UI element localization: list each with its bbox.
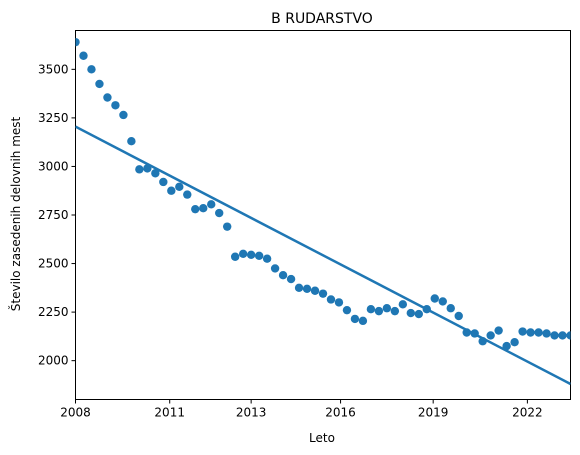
y-tick-label: 2500 bbox=[38, 257, 69, 271]
x-tick-label: 2011 bbox=[154, 406, 185, 420]
data-point bbox=[422, 304, 431, 314]
y-axis: 2000 2250 2500 2750 3000 3250 3500 bbox=[38, 62, 76, 368]
data-point bbox=[382, 304, 392, 313]
data-point bbox=[494, 326, 503, 335]
data-point bbox=[79, 51, 88, 60]
data-point bbox=[390, 306, 400, 316]
data-point bbox=[183, 190, 192, 199]
data-point bbox=[462, 328, 471, 337]
x-tick-label: 2013 bbox=[236, 406, 267, 420]
data-point bbox=[286, 274, 296, 284]
data-point bbox=[534, 328, 543, 337]
data-point bbox=[486, 331, 495, 340]
data-point bbox=[406, 308, 416, 318]
data-point bbox=[127, 137, 136, 146]
data-point bbox=[502, 341, 511, 351]
data-point bbox=[454, 311, 463, 321]
data-point bbox=[374, 306, 384, 316]
x-tick-label: 2022 bbox=[512, 406, 543, 420]
data-point bbox=[446, 304, 455, 313]
data-point bbox=[278, 271, 288, 280]
chart-title: B RUDARSTVO bbox=[271, 11, 373, 27]
data-point bbox=[262, 254, 272, 263]
data-point bbox=[542, 329, 551, 338]
data-point bbox=[119, 110, 128, 120]
data-point bbox=[151, 169, 160, 178]
x-axis-label: Leto bbox=[309, 431, 335, 445]
data-point bbox=[207, 200, 216, 209]
data-point bbox=[518, 327, 527, 336]
y-tick-label: 2250 bbox=[38, 305, 69, 319]
data-point bbox=[159, 177, 168, 187]
data-point bbox=[302, 284, 312, 293]
data-point bbox=[358, 316, 368, 326]
data-point bbox=[191, 204, 200, 214]
data-point bbox=[550, 331, 559, 340]
data-point bbox=[294, 283, 304, 293]
trend-line-layer bbox=[75, 125, 571, 386]
data-point bbox=[238, 249, 248, 259]
data-point bbox=[566, 331, 571, 340]
x-tick-label: 2008 bbox=[60, 406, 91, 420]
data-point bbox=[215, 208, 224, 218]
data-point bbox=[75, 37, 80, 47]
data-point bbox=[558, 331, 567, 340]
data-point bbox=[87, 65, 96, 74]
data-point bbox=[430, 294, 439, 303]
data-point bbox=[246, 250, 256, 260]
x-axis: 2008 2011 2013 2016 2019 2022 bbox=[60, 399, 543, 420]
y-tick-label: 2000 bbox=[38, 354, 69, 368]
y-tick-label: 2750 bbox=[38, 208, 69, 222]
data-point bbox=[414, 309, 424, 319]
data-point bbox=[470, 329, 479, 338]
data-point bbox=[143, 164, 152, 173]
y-tick-label: 3000 bbox=[38, 159, 69, 173]
data-point bbox=[103, 93, 112, 102]
y-tick-label: 3250 bbox=[38, 111, 69, 125]
y-axis-label: Število zasedenih delovnih mest bbox=[8, 116, 23, 311]
data-point bbox=[111, 101, 120, 110]
data-point bbox=[175, 182, 184, 192]
y-tick-label: 3500 bbox=[38, 62, 69, 76]
data-point bbox=[167, 186, 176, 195]
x-tick-label: 2019 bbox=[418, 406, 449, 420]
data-point bbox=[95, 79, 104, 89]
data-point bbox=[270, 264, 280, 273]
data-point bbox=[366, 304, 376, 314]
plot-area bbox=[75, 30, 571, 400]
data-point bbox=[318, 289, 328, 298]
data-point bbox=[334, 298, 344, 307]
trend-line bbox=[75, 125, 571, 386]
data-point bbox=[526, 328, 535, 337]
data-point bbox=[254, 251, 264, 260]
data-point bbox=[326, 295, 336, 304]
data-point bbox=[510, 338, 519, 347]
data-point bbox=[199, 204, 208, 213]
data-point bbox=[398, 300, 408, 309]
data-point bbox=[438, 297, 447, 306]
data-point bbox=[230, 252, 240, 261]
points-layer bbox=[75, 37, 571, 351]
data-point bbox=[135, 165, 144, 174]
data-point bbox=[350, 314, 360, 324]
data-point bbox=[310, 286, 320, 295]
data-point bbox=[342, 305, 352, 315]
data-point bbox=[222, 222, 232, 231]
x-tick-label: 2016 bbox=[325, 406, 356, 420]
data-point bbox=[478, 337, 487, 346]
